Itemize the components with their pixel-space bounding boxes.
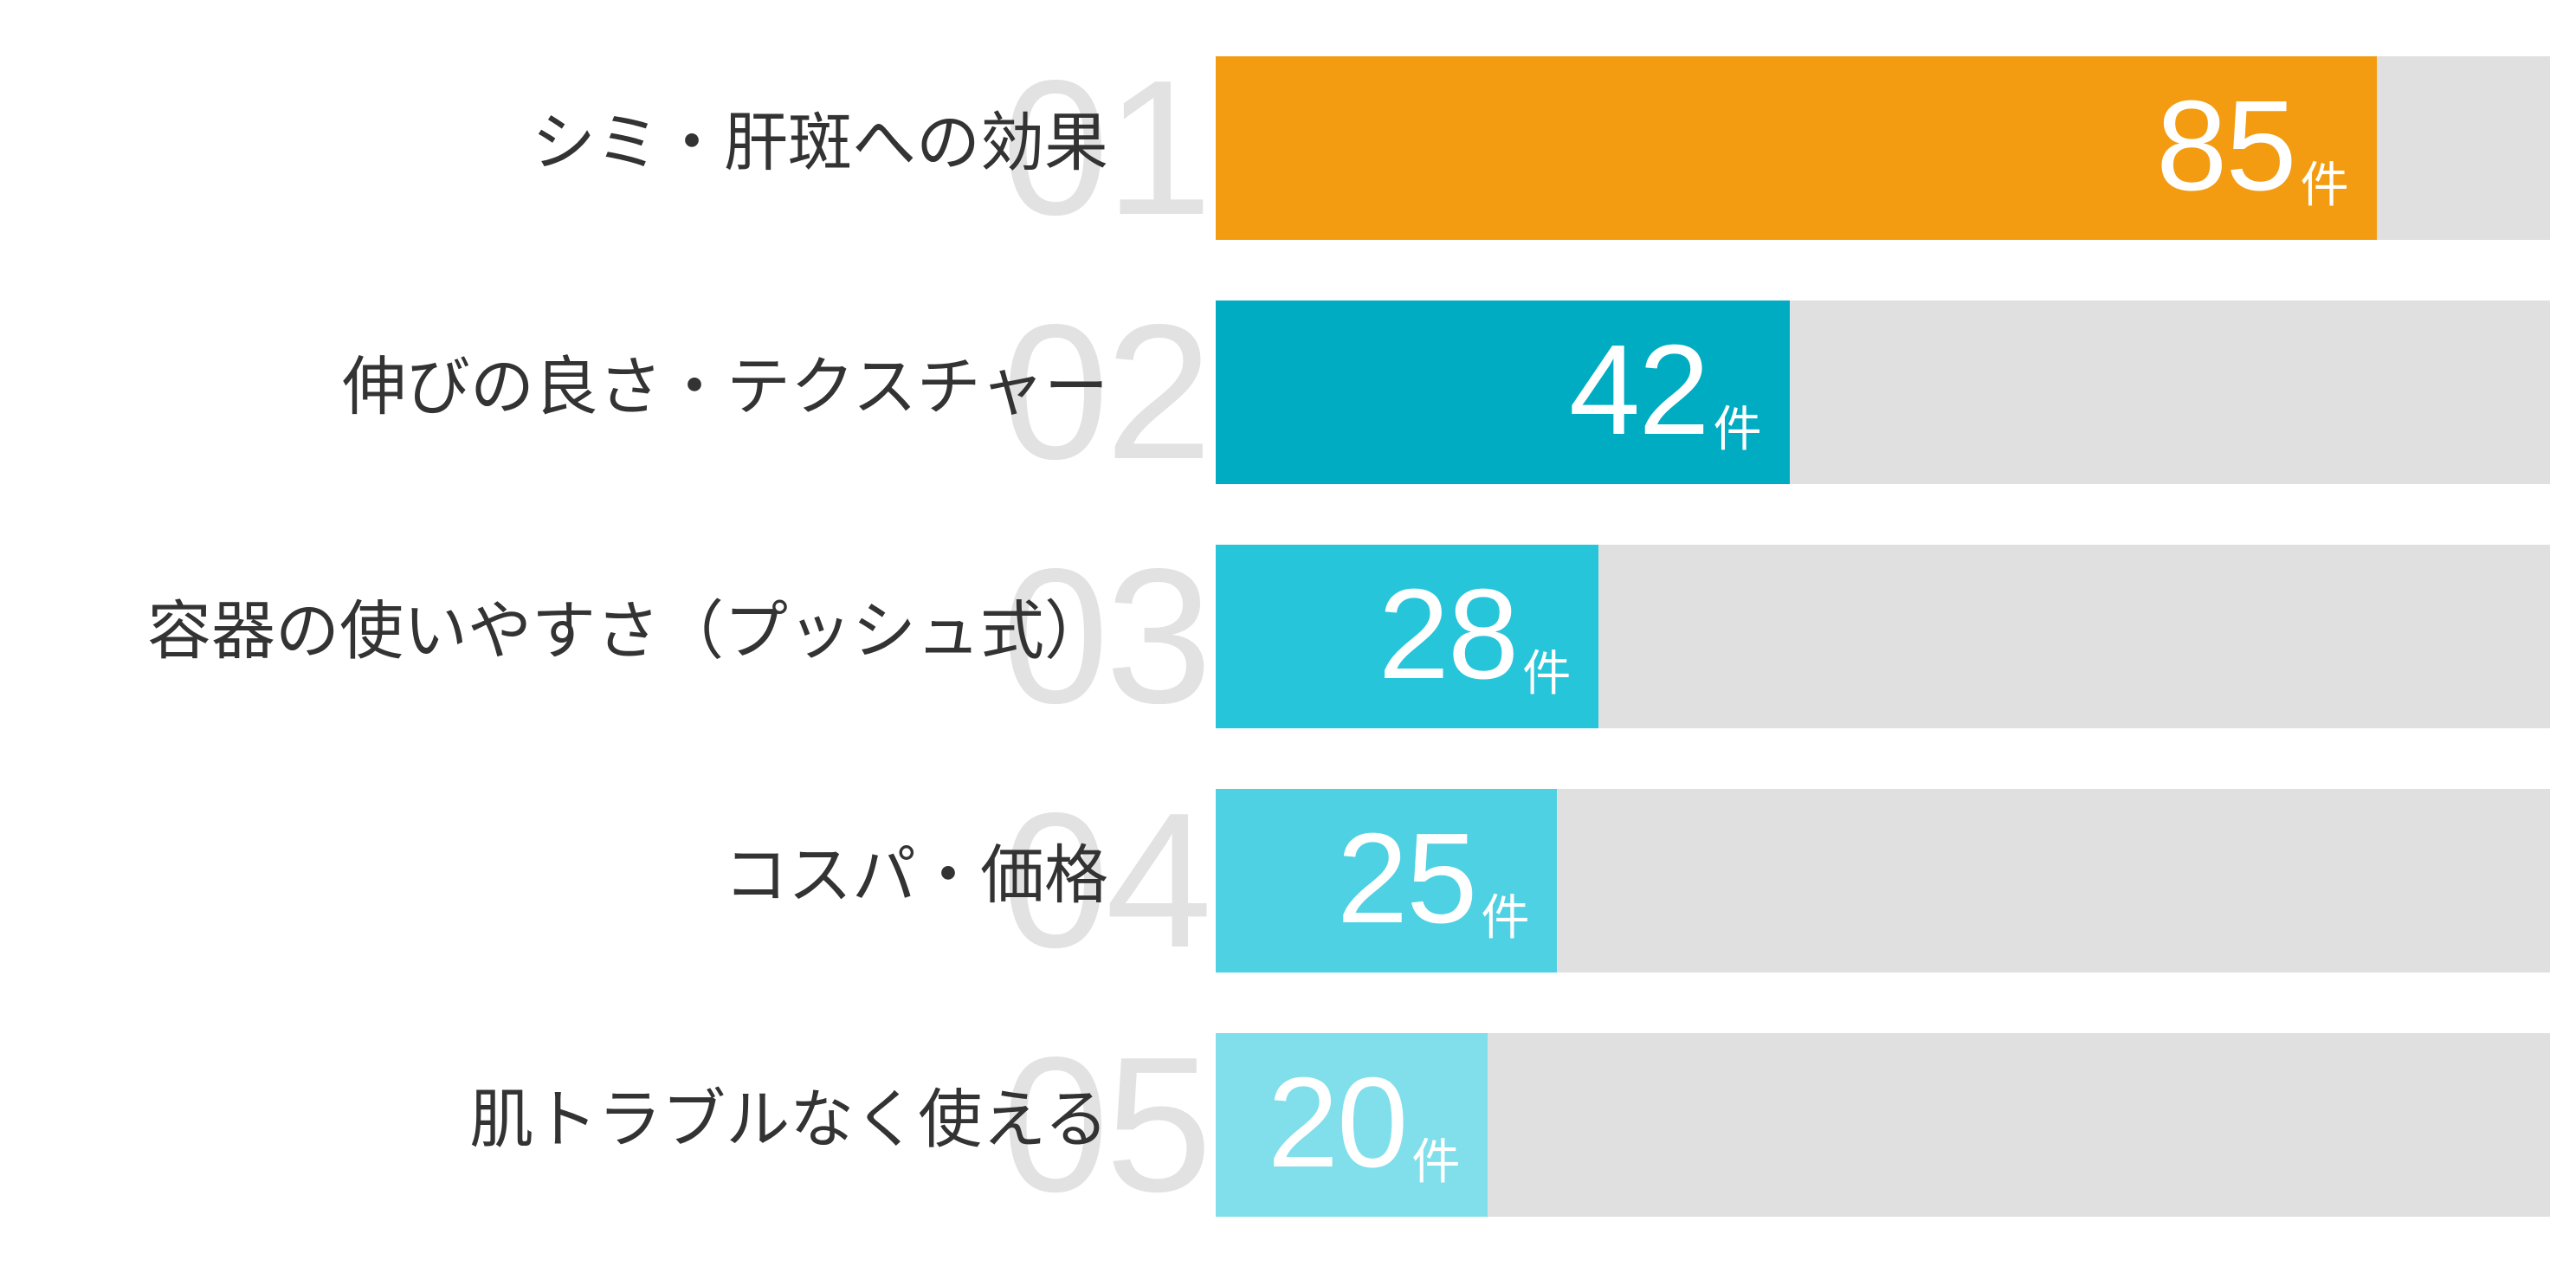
bar-fill: 20 件 xyxy=(1216,1033,1488,1217)
bar-track: 25 件 xyxy=(1216,789,2550,973)
value-unit: 件 xyxy=(2300,158,2349,214)
category-label: シミ・肝斑への効果 xyxy=(532,106,1108,180)
chart-row-5: 05 肌トラブルなく使える 20 件 xyxy=(0,1018,2576,1232)
value-unit: 件 xyxy=(1411,1134,1461,1191)
value-number: 85 xyxy=(2156,74,2297,217)
value-number: 28 xyxy=(1378,563,1520,706)
rank-numeral: 03 xyxy=(1002,529,1212,744)
bar-fill: 28 件 xyxy=(1216,545,1599,728)
rank-numeral: 01 xyxy=(1002,41,1212,255)
rank-numeral: 04 xyxy=(1002,773,1212,988)
value-number: 20 xyxy=(1267,1051,1409,1194)
category-label: 伸びの良さ・テクスチャー xyxy=(341,350,1108,424)
value-label: 25 件 xyxy=(1337,815,1530,943)
bar-track: 85 件 xyxy=(1216,56,2550,240)
chart-row-4: 04 コスパ・価格 25 件 xyxy=(0,773,2576,988)
bar-track: 28 件 xyxy=(1216,545,2550,728)
rank-numeral: 05 xyxy=(1002,1018,1212,1232)
chart-row-3: 03 容器の使いやすさ（プッシュ式） 28 件 xyxy=(0,529,2576,744)
bar-track: 20 件 xyxy=(1216,1033,2550,1217)
chart-row-2: 02 伸びの良さ・テクスチャー 42 件 xyxy=(0,285,2576,500)
category-label: 容器の使いやすさ（プッシュ式） xyxy=(147,594,1108,669)
chart-row-1: 01 シミ・肝斑への効果 85 件 xyxy=(0,41,2576,255)
value-label: 85 件 xyxy=(2156,82,2349,210)
value-label: 42 件 xyxy=(1569,326,1762,455)
value-unit: 件 xyxy=(1522,646,1572,702)
bar-fill: 25 件 xyxy=(1216,789,1558,973)
value-number: 42 xyxy=(1569,319,1710,462)
value-label: 28 件 xyxy=(1378,571,1572,699)
value-unit: 件 xyxy=(1481,890,1530,947)
category-label: コスパ・価格 xyxy=(724,838,1108,913)
category-label: 肌トラブルなく使える xyxy=(469,1082,1108,1157)
value-label: 20 件 xyxy=(1268,1059,1461,1187)
value-number: 25 xyxy=(1336,807,1478,950)
bar-track: 42 件 xyxy=(1216,300,2550,484)
bar-fill: 85 件 xyxy=(1216,56,2377,240)
rank-numeral: 02 xyxy=(1002,285,1212,500)
value-unit: 件 xyxy=(1713,402,1762,458)
bar-fill: 42 件 xyxy=(1216,300,1790,484)
